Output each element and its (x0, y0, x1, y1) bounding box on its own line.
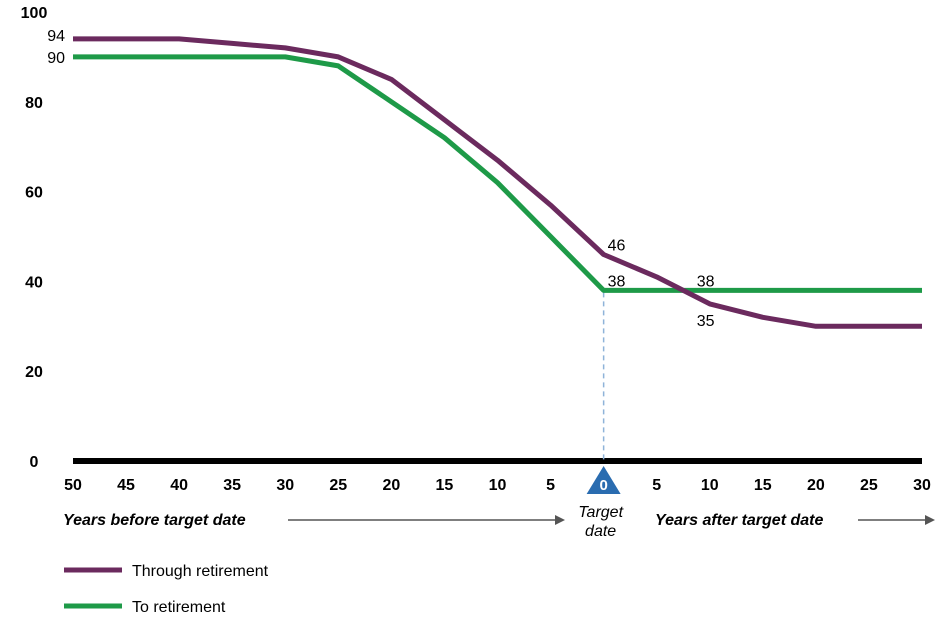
x-tick-label: 5 (546, 477, 555, 494)
legend-label: Through retirement (132, 563, 269, 580)
data-label: 38 (608, 273, 626, 290)
data-label: 38 (697, 273, 715, 290)
x-tick-label: 45 (117, 477, 135, 494)
target-triangle-icon (586, 466, 621, 494)
y-tick-label: 40 (25, 274, 43, 291)
x-tick-label: 10 (701, 477, 719, 494)
x-tick-label: 20 (382, 477, 400, 494)
x-axis-ticks: 50 45 40 35 30 25 20 15 10 5 5 10 15 20 25 30 (64, 477, 931, 494)
x-tick-label: 25 (860, 477, 878, 494)
target-date-marker: 0 (586, 466, 621, 494)
series-line-through-retirement (73, 36, 922, 329)
y-tick-label: 20 (25, 364, 43, 381)
y-tick-label: 0 (30, 454, 39, 471)
x-tick-label: 15 (436, 477, 454, 494)
x-tick-label: 20 (807, 477, 825, 494)
series-lines (73, 36, 922, 329)
x-tick-label: 40 (170, 477, 188, 494)
x-tick-label: 30 (913, 477, 931, 494)
x-tick-label: 15 (754, 477, 772, 494)
y-tick-label: 100 (21, 5, 48, 22)
legend-label: To retirement (132, 599, 226, 616)
years-before-caption: Years before target date (63, 512, 246, 529)
target-date-caption-line1: Target (578, 504, 623, 521)
target-marker-label: 0 (599, 477, 607, 494)
data-label: 94 (47, 28, 65, 45)
y-tick-label: 60 (25, 185, 43, 202)
x-tick-label: 50 (64, 477, 82, 494)
x-tick-label: 5 (652, 477, 661, 494)
y-tick-label: 80 (25, 95, 43, 112)
legend: Through retirement To retirement (64, 563, 269, 616)
data-label: 46 (608, 237, 626, 254)
x-tick-label: 10 (489, 477, 507, 494)
x-tick-label: 35 (223, 477, 241, 494)
series-line-to-retirement (73, 54, 922, 293)
years-after-caption: Years after target date (655, 512, 823, 529)
y-axis-ticks: 0 20 40 60 80 100 (21, 5, 48, 471)
data-label: 90 (47, 50, 65, 67)
x-tick-label: 25 (329, 477, 347, 494)
data-labels: 94 90 46 38 38 35 (47, 28, 714, 330)
x-tick-label: 30 (276, 477, 294, 494)
target-date-caption-line2: date (585, 523, 616, 540)
data-label: 35 (697, 313, 715, 330)
